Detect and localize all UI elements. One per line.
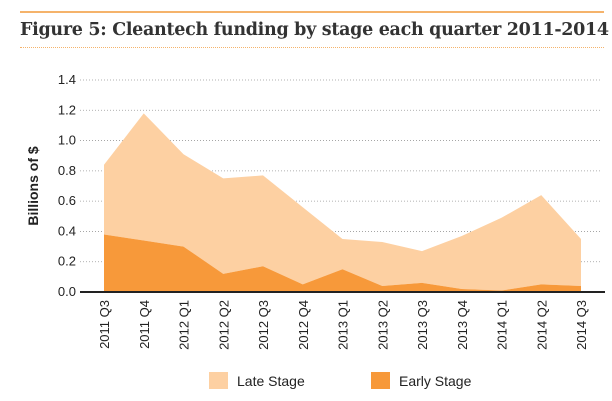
area-early-stage [104, 234, 581, 292]
chart-title: Figure 5: Cleantech funding by stage eac… [20, 20, 609, 40]
y-tick-label: 0.0 [58, 284, 76, 299]
area-late-stage [104, 113, 581, 291]
x-tick-label: 2013 Q4 [455, 300, 470, 350]
y-tick-label: 0.6 [58, 193, 76, 208]
legend-label-late-stage: Late Stage [237, 372, 305, 389]
title-bottom-rule [20, 47, 604, 48]
y-tick-label: 1.0 [58, 133, 76, 148]
x-tick-label: 2011 Q3 [97, 300, 112, 349]
x-tick-label: 2012 Q1 [177, 300, 192, 350]
legend-swatch-early-stage [371, 372, 390, 389]
y-tick-label: 1.4 [58, 72, 76, 87]
x-tick-label: 2012 Q3 [256, 300, 271, 350]
x-tick-label: 2014 Q2 [534, 300, 549, 350]
legend-swatch-late-stage [209, 372, 228, 389]
x-tick-label: 2013 Q3 [415, 300, 430, 350]
y-tick-label: 0.2 [58, 254, 76, 269]
x-tick-label: 2012 Q4 [296, 300, 311, 350]
title-top-rule [20, 11, 604, 13]
legend-item-early-stage: Early Stage [371, 372, 471, 389]
x-tick-label: 2012 Q2 [216, 300, 231, 350]
y-axis-label: Billions of $ [25, 146, 41, 226]
legend-label-early-stage: Early Stage [399, 372, 472, 389]
y-tick-label: 1.2 [58, 102, 76, 117]
x-tick-label: 2011 Q4 [137, 300, 152, 349]
x-tick-label: 2013 Q2 [375, 300, 390, 350]
y-tick-label: 0.8 [58, 163, 76, 178]
x-tick-label: 2013 Q1 [336, 300, 351, 350]
x-tick-label: 2014 Q1 [495, 300, 510, 350]
legend-item-late-stage: Late Stage [209, 372, 305, 389]
y-tick-label: 0.4 [58, 223, 76, 238]
x-tick-label: 2014 Q3 [574, 300, 589, 350]
